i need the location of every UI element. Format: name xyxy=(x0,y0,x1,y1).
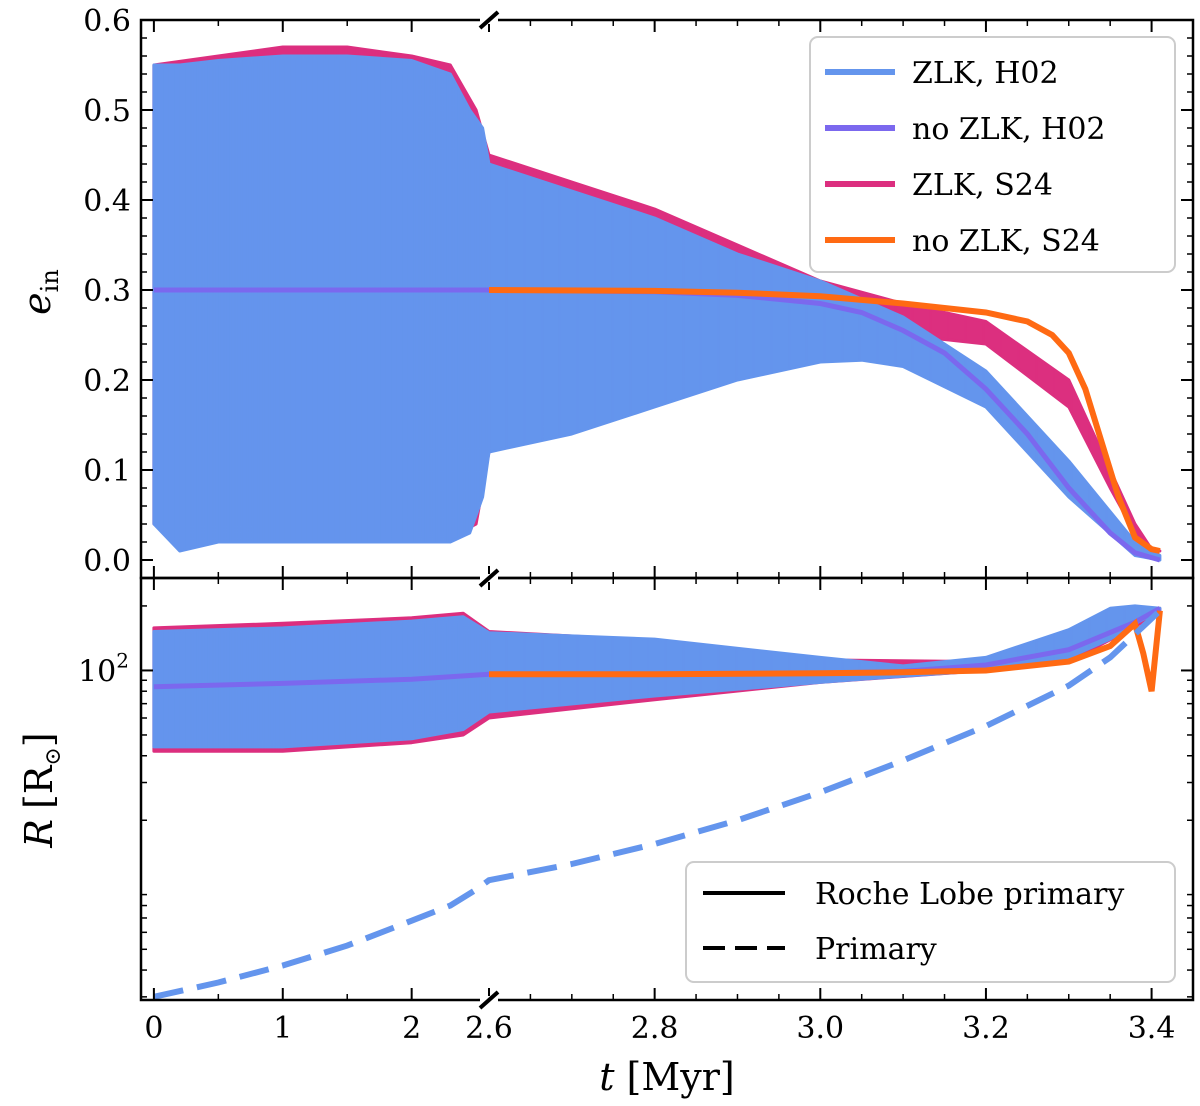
xtick-label: 3.4 xyxy=(1128,1011,1176,1046)
series-nozlk-h02-line xyxy=(153,287,1161,563)
y-axis-title-top-symbol: e xyxy=(15,292,59,315)
xtick-label: 2.6 xyxy=(465,1011,513,1046)
y-axis-title-bottom-unit: [R xyxy=(17,764,61,809)
legend-bottom-frame xyxy=(685,861,1176,983)
ytick-label-top: 0.5 xyxy=(83,94,131,129)
axis-break-marker xyxy=(478,568,500,588)
ytick-label-top: 0.0 xyxy=(83,544,131,579)
ytick-label-bottom: 102 xyxy=(78,648,129,689)
axis-break-marker xyxy=(478,10,500,30)
bottom-axes-frame xyxy=(139,576,1195,1002)
xtick-label: 1 xyxy=(273,1011,292,1046)
x-axis-title: t [Myr] xyxy=(599,1055,734,1099)
ytick-label-top: 0.1 xyxy=(83,454,131,489)
legend-label-nozlk-s24: no ZLK, S24 xyxy=(912,224,1100,259)
series-primary-dashed xyxy=(153,608,1162,1000)
axis-break-marker xyxy=(478,990,500,1010)
legend-label-zlk-s24: ZLK, S24 xyxy=(912,168,1053,203)
y-axis-title-bottom-main: R [R⊙] xyxy=(17,732,66,848)
legend-label-roche-lobe: Roche Lobe primary xyxy=(815,877,1124,912)
legend-top-frame xyxy=(809,36,1176,273)
y-axis-title-top: ein xyxy=(15,269,64,315)
legend-label-zlk-h02: ZLK, H02 xyxy=(912,56,1059,91)
series-zlk-h02-band-oscillations xyxy=(152,56,1161,560)
xtick-label: 3.2 xyxy=(962,1011,1010,1046)
y-axis-title-top-subscript: in xyxy=(36,269,64,292)
legend-label-primary: Primary xyxy=(815,932,937,967)
xtick-label: 3.0 xyxy=(796,1011,844,1046)
xtick-label: 2.8 xyxy=(631,1011,679,1046)
series-nozlk-s24-line xyxy=(488,287,1161,554)
y-axis-title-bottom-symbol: R xyxy=(17,819,61,849)
x-axis-title-symbol: t xyxy=(599,1055,615,1099)
legend-bottom: Roche Lobe primary Primary xyxy=(685,861,1176,983)
ytick-label-top: 0.2 xyxy=(83,364,131,399)
xtick-label: 2 xyxy=(402,1011,421,1046)
ytick-label-base: 10 xyxy=(78,654,116,689)
y-axis-title-top-main: ein xyxy=(15,269,64,315)
y-axis-title-bottom-close: ] xyxy=(17,732,61,747)
series-rl-nozlk-s24-line xyxy=(489,610,1163,692)
bottom-panel-data xyxy=(152,604,1163,1000)
y-axis-title-bottom-sun: ⊙ xyxy=(41,747,66,765)
y-axis-title-bottom: R [R⊙] xyxy=(17,732,66,848)
legend-top: ZLK, H02 no ZLK, H02 ZLK, S24 no ZLK, S2… xyxy=(809,36,1176,273)
ytick-label-exponent: 2 xyxy=(116,648,129,672)
xtick-label: 0 xyxy=(144,1011,163,1046)
top-panel-data xyxy=(152,45,1162,563)
x-axis-title-main: t [Myr] xyxy=(599,1055,734,1099)
ytick-label-top: 0.3 xyxy=(83,274,131,309)
legend-label-nozlk-h02: no ZLK, H02 xyxy=(912,112,1106,147)
ytick-label-top: 0.6 xyxy=(83,4,131,39)
ytick-label-top: 0.4 xyxy=(83,184,131,219)
x-axis-title-unit: [Myr] xyxy=(627,1055,735,1099)
